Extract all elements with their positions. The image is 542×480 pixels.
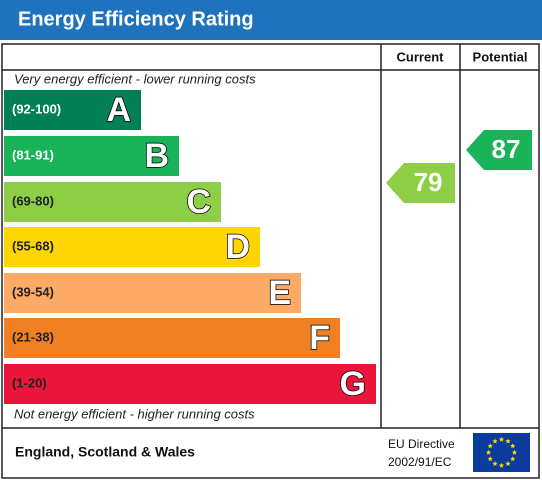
band-range: (1-20)	[12, 375, 47, 390]
eu-stars	[485, 436, 518, 468]
band-bar	[4, 227, 260, 267]
eu-star	[510, 443, 516, 449]
band: (39-54) E	[4, 273, 301, 313]
band: (55-68) D	[4, 227, 260, 267]
band-letter: G	[340, 365, 366, 403]
eu-star	[492, 438, 498, 444]
band: (92-100) A	[4, 90, 141, 130]
band-range: (81-91)	[12, 147, 54, 162]
title-bar	[0, 0, 542, 40]
top-note: Very energy efficient - lower running co…	[14, 71, 256, 86]
eu-star	[511, 449, 518, 455]
bottom-note: Not energy efficient - higher running co…	[14, 406, 255, 421]
band: (81-91) B	[4, 136, 179, 176]
eu-star	[485, 449, 492, 455]
title: Energy Efficiency Rating	[18, 8, 254, 30]
band-range: (69-80)	[12, 193, 54, 208]
band-bar	[4, 90, 141, 130]
eu-star	[510, 456, 516, 462]
eu-star	[498, 462, 505, 468]
band: (69-80) C	[4, 182, 221, 222]
eu-star	[505, 438, 511, 444]
band: (1-20) G	[4, 364, 376, 404]
band-bar	[4, 136, 179, 176]
band-letter: D	[225, 228, 250, 266]
column-header: Potential	[473, 49, 528, 64]
band-letter: F	[309, 319, 330, 357]
band-bar	[4, 273, 301, 313]
band: (21-38) F	[4, 318, 340, 358]
band-range: (39-54)	[12, 284, 54, 299]
band-bar	[4, 364, 376, 404]
band-range: (55-68)	[12, 238, 54, 253]
region: England, Scotland & Wales	[15, 444, 195, 460]
eu-star	[505, 460, 511, 467]
eu-star	[487, 443, 493, 449]
column-header: Current	[397, 49, 445, 64]
current-arrow	[386, 163, 455, 203]
band-letter: E	[268, 274, 291, 312]
band-letter: C	[186, 183, 211, 221]
directive: 2002/91/EC	[388, 455, 452, 469]
band-bar	[4, 182, 221, 222]
band-bar	[4, 318, 340, 358]
current-score: 79	[414, 167, 443, 197]
eu-star	[487, 456, 493, 462]
band-range: (92-100)	[12, 101, 61, 116]
band-range: (21-38)	[12, 329, 54, 344]
potential-score: 87	[492, 134, 521, 164]
frame	[1, 43, 540, 479]
band-letter: A	[106, 91, 131, 129]
eu-star	[498, 436, 505, 442]
band-letter: B	[144, 137, 169, 175]
potential-arrow	[466, 130, 532, 170]
eu-star	[492, 460, 498, 467]
directive: EU Directive	[388, 437, 455, 451]
